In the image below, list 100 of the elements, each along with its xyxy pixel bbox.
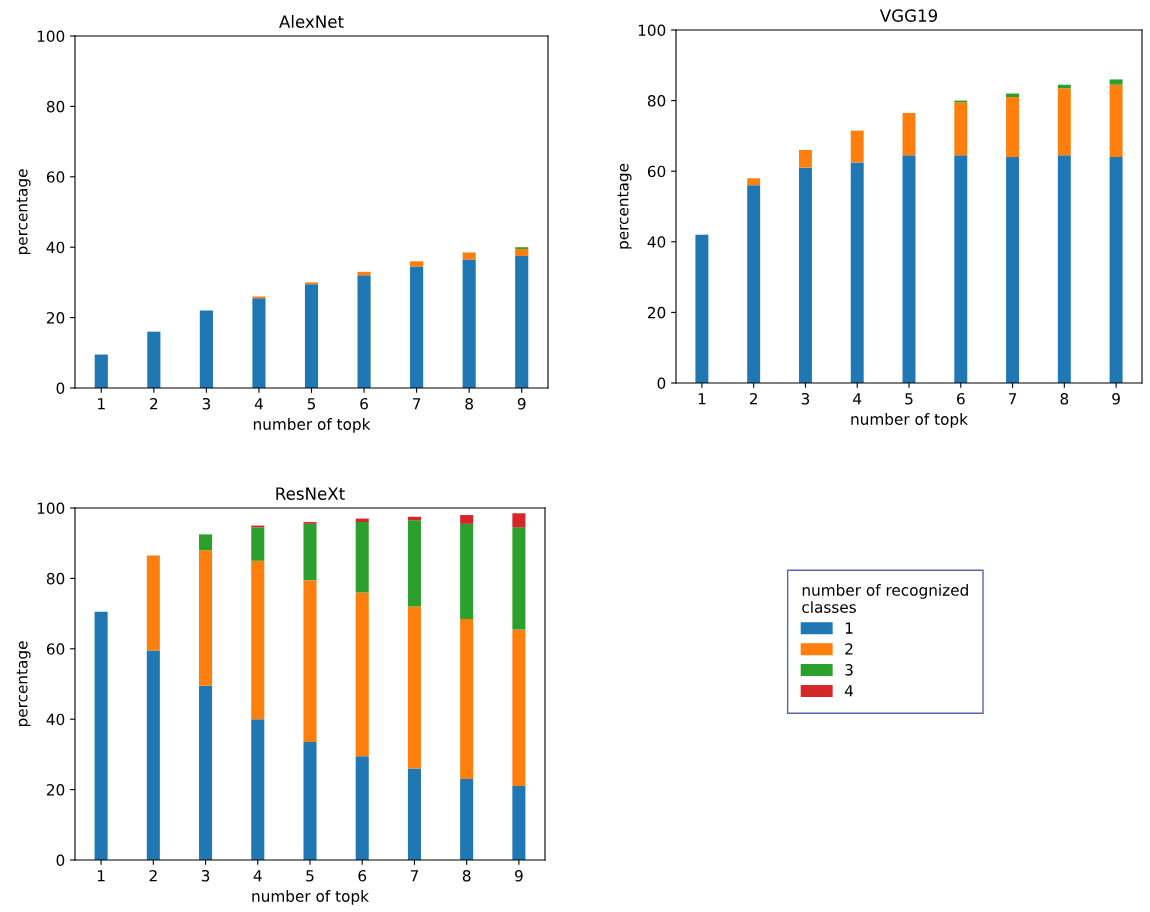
bar [512, 527, 526, 630]
bar [94, 611, 108, 860]
bar [407, 606, 421, 769]
x-tick-label: 2 [749, 392, 757, 405]
x-tick-label: 3 [202, 397, 211, 410]
y-tick-label: 60 [647, 165, 666, 178]
x-tick-label: 1 [98, 398, 105, 410]
bar [850, 130, 864, 163]
x-tick-label: 9 [514, 869, 523, 882]
x-axis-title: number of topk [253, 418, 371, 433]
bar [147, 331, 161, 388]
bar [512, 786, 526, 860]
bar [515, 256, 529, 388]
x-tick-label: 6 [360, 397, 368, 410]
bar [410, 266, 424, 388]
y-tick-label: 80 [647, 95, 666, 107]
legend-label: 4 [844, 685, 854, 697]
bar [304, 284, 319, 388]
chart-title: ResNeXt [276, 487, 345, 500]
bar [355, 522, 369, 593]
x-tick-label: 7 [410, 870, 418, 882]
bar [407, 768, 421, 860]
x-tick-label: 6 [956, 392, 965, 405]
bar [146, 650, 160, 860]
x-tick-label: 7 [413, 398, 421, 410]
bar [850, 162, 864, 383]
x-tick-label: 5 [307, 398, 316, 410]
chart-title: VGG19 [879, 9, 938, 22]
x-tick-label: 5 [905, 393, 913, 405]
bar [747, 185, 761, 383]
y-tick-label: 60 [46, 643, 65, 655]
x-tick-label: 4 [254, 398, 263, 410]
x-tick-label: 6 [358, 869, 367, 882]
bar [357, 271, 371, 276]
bar [1109, 79, 1123, 85]
bar [1109, 84, 1123, 158]
bar [1006, 97, 1020, 158]
bar [251, 527, 265, 561]
bar [902, 155, 916, 383]
bar [1057, 88, 1071, 156]
x-tick-label: 3 [201, 869, 210, 882]
y-tick-label: 100 [37, 502, 65, 515]
bar [303, 580, 317, 743]
bar [146, 555, 160, 651]
y-axis-title: percentage [16, 169, 31, 255]
x-tick-label: 3 [801, 392, 810, 405]
legend-label: 1 [845, 622, 853, 634]
x-tick-label: 7 [1008, 393, 1017, 405]
y-tick-label: 60 [46, 171, 65, 183]
x-tick-label: 2 [150, 397, 158, 410]
bar [798, 150, 812, 168]
bar [512, 629, 526, 787]
bar [954, 102, 968, 156]
bar [303, 742, 317, 860]
y-tick-label: 100 [638, 24, 666, 37]
x-tick-label: 1 [698, 393, 706, 405]
chart-title: AlexNet [279, 15, 344, 28]
bar [199, 534, 213, 551]
y-tick-label: 100 [37, 30, 65, 43]
x-tick-label: 9 [517, 397, 526, 410]
bar [460, 618, 474, 780]
y-axis-title: percentage [617, 163, 632, 249]
bar [303, 523, 317, 581]
bar [199, 310, 213, 388]
x-axis-title: number of topk [851, 413, 968, 428]
x-tick-label: 4 [853, 393, 862, 405]
legend-label: 3 [845, 664, 853, 676]
y-tick-label: 0 [657, 377, 666, 390]
bar [1057, 155, 1071, 383]
x-tick-label: 9 [1112, 392, 1120, 405]
x-tick-label: 8 [465, 397, 473, 410]
bar [902, 112, 916, 156]
bar [251, 560, 265, 720]
y-tick-label: 40 [46, 713, 65, 726]
bar [462, 252, 476, 260]
x-tick-label: 4 [253, 870, 262, 882]
y-tick-label: 20 [46, 784, 65, 796]
x-axis-title: number of topk [252, 890, 369, 905]
x-tick-label: 1 [97, 870, 105, 882]
bar [251, 719, 265, 860]
y-tick-label: 40 [647, 236, 666, 248]
bar [954, 155, 968, 383]
bar [199, 550, 213, 686]
bar [460, 779, 474, 860]
bar [355, 592, 369, 757]
x-tick-label: 8 [1060, 392, 1069, 405]
x-tick-label: 8 [462, 869, 471, 882]
y-tick-label: 20 [46, 312, 65, 324]
bar [747, 178, 761, 186]
legend-title: number of recognized classes [802, 584, 968, 613]
y-tick-label: 80 [46, 100, 65, 113]
bar [252, 298, 266, 388]
legend-label: 2 [845, 643, 853, 655]
bar [460, 523, 474, 619]
y-tick-label: 40 [46, 241, 65, 254]
y-tick-label: 0 [56, 382, 65, 395]
bar [462, 259, 476, 388]
bar [357, 275, 371, 388]
x-tick-label: 5 [306, 870, 314, 882]
bar [515, 248, 529, 256]
